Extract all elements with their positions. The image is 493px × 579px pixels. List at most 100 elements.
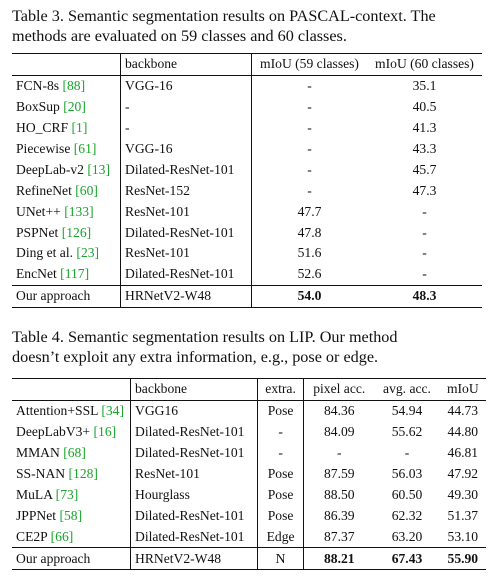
- extra-cell: N: [257, 547, 305, 571]
- method-cell: Attention+SSL [34]: [12, 400, 131, 422]
- backbone-cell: Dilated-ResNet-101: [130, 442, 258, 464]
- table-row: SS-NAN [128] ResNet-101 Pose 87.59 56.03 47.9…: [12, 463, 486, 485]
- table-row: UNet++ [133] ResNet-101 47.7-: [12, 201, 482, 223]
- table3-header-row: backbone mIoU (59 classes) mIoU (60 clas…: [12, 53, 482, 76]
- table-row: RefineNet [60] ResNet-152-47.3: [12, 180, 482, 202]
- method-cell: PSPNet [126]: [12, 222, 121, 244]
- table4-header-method: [12, 378, 131, 401]
- pixel-acc-cell: 84.09: [323, 424, 355, 440]
- citation-link[interactable]: [126]: [61, 224, 92, 240]
- method-cell: EncNet [117]: [12, 263, 121, 286]
- miou-cell: 55.90: [439, 547, 486, 571]
- method-cell: RefineNet [60]: [12, 180, 121, 202]
- miou60-cell: -: [422, 224, 427, 240]
- citation-link[interactable]: [128]: [68, 466, 98, 481]
- backbone-cell: VGG-16: [120, 75, 252, 97]
- citation-link[interactable]: [133]: [64, 203, 94, 219]
- citation-link[interactable]: [58]: [59, 507, 83, 523]
- citation-link[interactable]: [88]: [62, 78, 86, 94]
- extra-cell: Pose: [257, 505, 305, 527]
- method-cell: DeepLab-v2 [13]: [12, 159, 121, 181]
- backbone-cell: Dilated-ResNet-101: [120, 222, 252, 244]
- citation-link[interactable]: [16]: [93, 424, 117, 440]
- miou59-cell: -: [307, 99, 312, 115]
- method-name: Piecewise: [16, 141, 71, 156]
- citation-link[interactable]: [13]: [87, 161, 110, 177]
- miou59-cell: 52.6: [297, 266, 322, 282]
- table4-caption-line1: Table 4. Semantic segmentation results o…: [12, 328, 398, 346]
- table4-header-pixel-acc: pixel acc.: [303, 378, 375, 401]
- method-name: Attention+SSL: [16, 403, 98, 419]
- method-name: EncNet: [16, 266, 57, 282]
- miou-cell: 53.10: [447, 528, 479, 544]
- table3-caption-line1: Table 3. Semantic segmentation results o…: [12, 7, 436, 25]
- method-cell: Piecewise [61]: [12, 138, 121, 160]
- miou59-cell: 47.8: [297, 224, 322, 240]
- method-name: DeepLab-v2: [16, 161, 84, 177]
- miou-cell: 47.92: [447, 466, 479, 481]
- table-row: FCN-8s [88] VGG-16-35.1: [12, 75, 482, 97]
- avg-acc-cell: 62.32: [391, 507, 423, 523]
- backbone-cell: HRNetV2-W48: [120, 284, 252, 308]
- citation-link[interactable]: [61]: [73, 141, 97, 156]
- table-row: PSPNet [126] Dilated-ResNet-101 47.8 -: [12, 222, 482, 244]
- method-cell: BoxSup [20]: [12, 96, 121, 118]
- method-cell: CE2P [66]: [12, 526, 131, 548]
- avg-acc-cell: 67.43: [374, 547, 440, 571]
- table-row-ours: Our approach HRNetV2-W48 N 88.21 67.43 55.90: [12, 547, 486, 571]
- citation-link[interactable]: [66]: [50, 528, 74, 544]
- backbone-cell: VGG-16: [120, 138, 252, 160]
- backbone-cell: -: [120, 117, 252, 139]
- extra-cell: -: [257, 442, 305, 464]
- backbone-cell: Dilated-ResNet-101: [130, 505, 258, 527]
- miou60-cell: 48.3: [367, 284, 482, 308]
- method-cell: Ding et al. [23]: [12, 243, 121, 264]
- citation-link[interactable]: [20]: [63, 99, 86, 115]
- miou60-cell: -: [422, 203, 427, 219]
- table-row: HO_CRF [1] - -41.3: [12, 117, 482, 139]
- citation-link[interactable]: [117]: [60, 266, 90, 282]
- table3-caption-line2: methods are evaluated on 59 classes and …: [12, 27, 347, 45]
- table4-header-miou: mIoU: [439, 378, 486, 401]
- extra-cell: Edge: [257, 526, 305, 548]
- miou-cell: 49.30: [447, 486, 479, 502]
- miou-cell: 51.37: [447, 507, 479, 523]
- method-name: SS-NAN: [16, 466, 66, 481]
- table-row: CE2P [66] Dilated-ResNet-101 Edge 87.37 63.2…: [12, 526, 486, 548]
- avg-acc-cell: -: [404, 445, 410, 461]
- backbone-cell: Dilated-ResNet-101: [120, 263, 252, 286]
- method-cell: HO_CRF [1]: [12, 117, 121, 139]
- pixel-acc-cell: 87.59: [323, 466, 355, 481]
- pixel-acc-cell: 88.50: [323, 486, 355, 502]
- table4-header-extra: extra.: [257, 378, 305, 401]
- miou60-cell: 45.7: [412, 161, 437, 177]
- citation-link[interactable]: [68]: [63, 445, 86, 461]
- table4-caption-line2: doesn’t exploit any extra information, e…: [12, 348, 379, 366]
- method-cell: UNet++ [133]: [12, 201, 121, 223]
- table-row: BoxSup [20] - -40.5: [12, 96, 482, 118]
- table-row: JPPNet [58] Dilated-ResNet-101 Pose 86.39 62…: [12, 505, 486, 527]
- citation-link[interactable]: [34]: [101, 403, 124, 419]
- miou59-cell: 47.7: [297, 203, 322, 219]
- table3-pascal-context: backbone mIoU (59 classes) mIoU (60 clas…: [12, 53, 482, 308]
- citation-link[interactable]: [60]: [75, 182, 98, 198]
- extra-cell: Pose: [257, 463, 305, 485]
- citation-link[interactable]: [23]: [76, 245, 100, 261]
- miou-cell: 44.73: [447, 403, 479, 419]
- table3-header-method: [12, 53, 121, 76]
- table3-caption: Table 3. Semantic segmentation results o…: [12, 6, 486, 46]
- pixel-acc-cell: 86.39: [323, 507, 355, 523]
- table4-header-backbone: backbone: [130, 378, 258, 401]
- extra-cell: Pose: [257, 484, 305, 506]
- method-cell: DeepLabV3+ [16]: [12, 421, 131, 443]
- backbone-cell: Dilated-ResNet-101: [130, 421, 258, 443]
- method-name: MuLA: [16, 486, 53, 502]
- method-name: JPPNet: [16, 507, 57, 523]
- backbone-cell: ResNet-101: [130, 463, 258, 485]
- citation-link[interactable]: [73]: [55, 486, 79, 502]
- citation-link[interactable]: [1]: [71, 120, 88, 136]
- backbone-cell: ResNet-152: [120, 180, 252, 202]
- miou59-cell: -: [307, 78, 312, 94]
- avg-acc-cell: 56.03: [391, 466, 423, 481]
- miou-cell: 46.81: [447, 445, 479, 461]
